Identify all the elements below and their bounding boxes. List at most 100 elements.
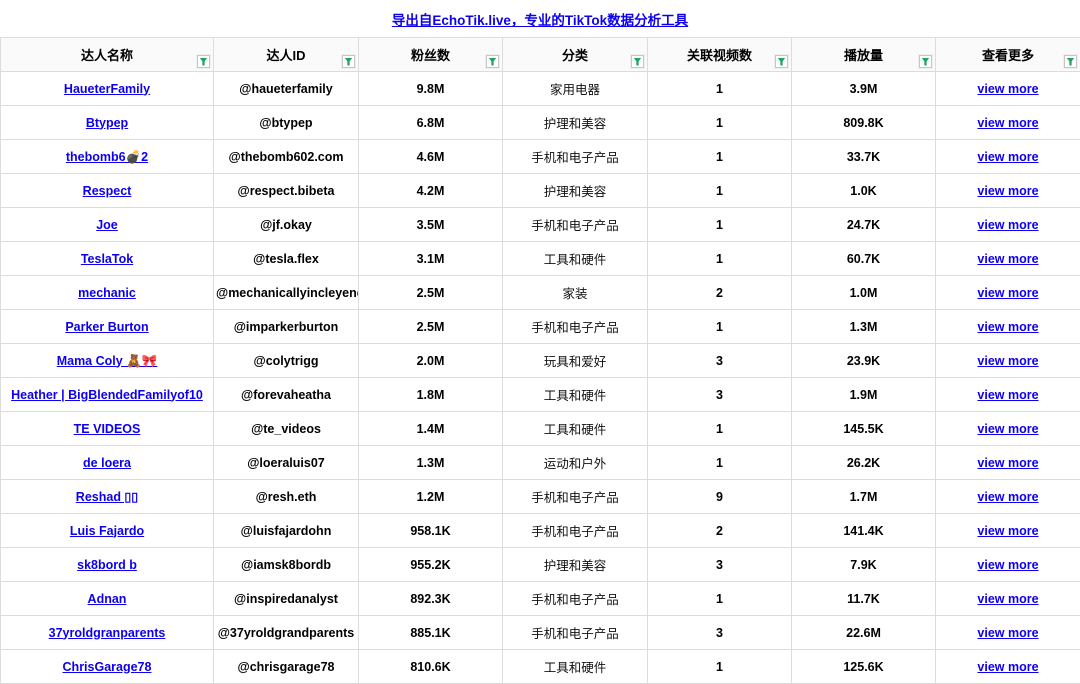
views-count: 33.7K — [792, 140, 936, 174]
view-more-link[interactable]: view more — [977, 388, 1038, 402]
influencer-name-link[interactable]: Mama Coly 🧸🎀 — [57, 354, 158, 368]
category: 工具和硬件 — [503, 412, 648, 446]
view-more-cell: view more — [936, 174, 1080, 208]
influencer-name-cell: Luis Fajardo — [1, 514, 214, 548]
view-more-link[interactable]: view more — [977, 252, 1038, 266]
influencer-name-link[interactable]: Adnan — [88, 592, 127, 606]
filter-funnel-icon — [345, 58, 353, 66]
views-count: 11.7K — [792, 582, 936, 616]
views-count: 23.9K — [792, 344, 936, 378]
filter-dropdown-button[interactable] — [1064, 55, 1077, 68]
influencer-id: @btypep — [214, 106, 359, 140]
views-count: 1.7M — [792, 480, 936, 514]
views-count: 24.7K — [792, 208, 936, 242]
view-more-link[interactable]: view more — [977, 626, 1038, 640]
view-more-link[interactable]: view more — [977, 524, 1038, 538]
views-count: 809.8K — [792, 106, 936, 140]
view-more-cell: view more — [936, 616, 1080, 650]
view-more-link[interactable]: view more — [977, 592, 1038, 606]
influencer-name-link[interactable]: Joe — [96, 218, 118, 232]
column-header-name: 达人名称 — [1, 38, 214, 72]
related-videos-count: 1 — [648, 412, 792, 446]
view-more-link[interactable]: view more — [977, 320, 1038, 334]
influencer-name-cell: ChrisGarage78 — [1, 650, 214, 684]
influencer-id: @tesla.flex — [214, 242, 359, 276]
view-more-link[interactable]: view more — [977, 354, 1038, 368]
filter-dropdown-button[interactable] — [775, 55, 788, 68]
influencer-name-link[interactable]: Parker Burton — [65, 320, 148, 334]
influencer-name-link[interactable]: Respect — [83, 184, 132, 198]
related-videos-count: 3 — [648, 616, 792, 650]
followers-count: 9.8M — [359, 72, 503, 106]
influencer-name-link[interactable]: Luis Fajardo — [70, 524, 144, 538]
filter-dropdown-button[interactable] — [197, 55, 210, 68]
filter-dropdown-button[interactable] — [342, 55, 355, 68]
influencer-name-link[interactable]: TeslaTok — [81, 252, 133, 266]
influencer-name-link[interactable]: de loera — [83, 456, 131, 470]
view-more-link[interactable]: view more — [977, 116, 1038, 130]
view-more-cell: view more — [936, 344, 1080, 378]
filter-funnel-icon — [489, 58, 497, 66]
influencer-name-link[interactable]: Heather | BigBlendedFamilyof10 — [11, 388, 203, 402]
influencer-name-link[interactable]: thebomb6💣2 — [66, 150, 148, 164]
related-videos-count: 3 — [648, 344, 792, 378]
view-more-link[interactable]: view more — [977, 558, 1038, 572]
influencer-name-link[interactable]: ChrisGarage78 — [63, 660, 152, 674]
influencer-name-link[interactable]: sk8bord b — [77, 558, 137, 572]
view-more-cell: view more — [936, 548, 1080, 582]
related-videos-count: 2 — [648, 276, 792, 310]
column-header-more: 查看更多 — [936, 38, 1080, 72]
view-more-link[interactable]: view more — [977, 660, 1038, 674]
influencer-name-link[interactable]: mechanic — [78, 286, 136, 300]
view-more-link[interactable]: view more — [977, 184, 1038, 198]
view-more-link[interactable]: view more — [977, 150, 1038, 164]
influencer-name-link[interactable]: Btypep — [86, 116, 128, 130]
view-more-link[interactable]: view more — [977, 490, 1038, 504]
influencer-name-cell: Reshad ▯▯ — [1, 480, 214, 514]
category: 工具和硬件 — [503, 378, 648, 412]
influencer-name-link[interactable]: 37yroldgranparents — [49, 626, 166, 640]
followers-count: 955.2K — [359, 548, 503, 582]
category: 手机和电子产品 — [503, 514, 648, 548]
table-row: Luis Fajardo @luisfajardohn 958.1K 手机和电子… — [1, 514, 1080, 548]
influencer-id: @37yroldgrandparents — [214, 616, 359, 650]
table-row: Parker Burton @imparkerburton 2.5M 手机和电子… — [1, 310, 1080, 344]
influencer-name-link[interactable]: TE VIDEOS — [74, 422, 141, 436]
category: 手机和电子产品 — [503, 480, 648, 514]
related-videos-count: 1 — [648, 582, 792, 616]
category: 护理和美容 — [503, 548, 648, 582]
column-header-followers: 粉丝数 — [359, 38, 503, 72]
influencer-name-cell: Joe — [1, 208, 214, 242]
table-row: Heather | BigBlendedFamilyof10 @forevahe… — [1, 378, 1080, 412]
category: 运动和户外 — [503, 446, 648, 480]
influencer-id: @forevaheatha — [214, 378, 359, 412]
influencer-name-cell: Adnan — [1, 582, 214, 616]
filter-funnel-icon — [778, 58, 786, 66]
filter-funnel-icon — [922, 58, 930, 66]
followers-count: 1.4M — [359, 412, 503, 446]
view-more-link[interactable]: view more — [977, 218, 1038, 232]
filter-dropdown-button[interactable] — [631, 55, 644, 68]
related-videos-count: 1 — [648, 140, 792, 174]
column-header-category: 分类 — [503, 38, 648, 72]
export-source-link[interactable]: 导出自EchoTik.live，专业的TikTok数据分析工具 — [392, 9, 688, 29]
view-more-link[interactable]: view more — [977, 82, 1038, 96]
influencer-name-cell: de loera — [1, 446, 214, 480]
views-count: 22.6M — [792, 616, 936, 650]
influencer-name-link[interactable]: Reshad ▯▯ — [76, 490, 138, 504]
view-more-link[interactable]: view more — [977, 456, 1038, 470]
filter-dropdown-button[interactable] — [919, 55, 932, 68]
table-row: Reshad ▯▯ @resh.eth 1.2M 手机和电子产品 9 1.7M … — [1, 480, 1080, 514]
filter-dropdown-button[interactable] — [486, 55, 499, 68]
views-count: 1.0M — [792, 276, 936, 310]
filter-funnel-icon — [634, 58, 642, 66]
view-more-link[interactable]: view more — [977, 286, 1038, 300]
table-row: ChrisGarage78 @chrisgarage78 810.6K 工具和硬… — [1, 650, 1080, 684]
influencer-name-link[interactable]: HaueterFamily — [64, 82, 150, 96]
column-label: 播放量 — [844, 48, 883, 63]
column-header-views: 播放量 — [792, 38, 936, 72]
influencer-id: @resh.eth — [214, 480, 359, 514]
view-more-link[interactable]: view more — [977, 422, 1038, 436]
table-row: thebomb6💣2 @thebomb602.com 4.6M 手机和电子产品 … — [1, 140, 1080, 174]
view-more-cell: view more — [936, 106, 1080, 140]
